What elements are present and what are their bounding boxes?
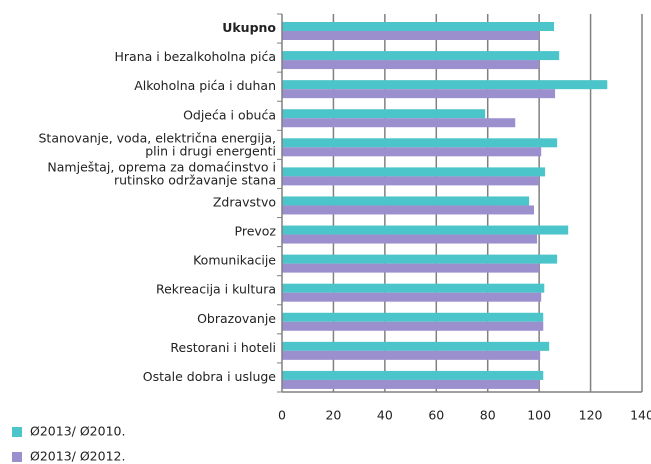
x-tick-label: 20 (325, 408, 341, 423)
legend-label: Ø2013/ Ø2012. (30, 449, 125, 464)
bar (282, 312, 544, 322)
legend-label: Ø2013/ Ø2010. (30, 424, 125, 439)
x-tick-label: 140 (630, 408, 651, 423)
y-tick-label: Namještaj, oprema za domaćinstvo i rutins… (47, 159, 276, 187)
bar (282, 167, 546, 177)
x-tick-label: 120 (579, 408, 603, 423)
bar (282, 176, 540, 186)
bar (282, 234, 538, 244)
bar (282, 321, 544, 331)
y-tick-label: Odjeća i obuća (183, 107, 276, 122)
bar (282, 22, 555, 31)
bar (282, 225, 569, 235)
y-tick-label: Ostale dobra i usluge (143, 369, 277, 384)
x-tick-label: 40 (377, 408, 393, 423)
bar (282, 89, 556, 99)
y-tick-label: Alkoholna pića i duhan (134, 78, 276, 93)
bar (282, 31, 540, 40)
y-tick-label: Rekreacija i kultura (156, 282, 276, 297)
bar (282, 283, 545, 293)
y-tick-label: Hrana i bezalkoholna pića (115, 49, 277, 64)
y-tick-label: Ukupno (222, 20, 276, 35)
legend-swatch (12, 427, 22, 437)
bar (282, 263, 540, 273)
y-tick-label: Restorani i hoteli (170, 340, 276, 355)
bar (282, 379, 540, 389)
bar (282, 147, 542, 157)
bar (282, 370, 544, 380)
x-tick-label: 100 (527, 408, 551, 423)
bar (282, 60, 540, 70)
y-tick-label: Prevoz (235, 224, 277, 239)
y-tick-label: Obrazovanje (197, 311, 276, 326)
bar (282, 341, 550, 351)
x-tick-label: 0 (278, 408, 286, 423)
bar (282, 109, 486, 119)
bar (282, 254, 558, 264)
x-tick-label: 80 (480, 408, 496, 423)
bar (282, 350, 541, 360)
y-tick-label: Komunikacije (193, 253, 276, 268)
bar (282, 138, 558, 148)
bar (282, 118, 516, 128)
bar (282, 51, 560, 61)
bar (282, 196, 530, 206)
x-tick-label: 60 (428, 408, 444, 423)
y-tick-label: Zdravstvo (213, 195, 276, 210)
y-tick-label: Stanovanje, voda, električna energija, pl… (38, 130, 276, 158)
legend-swatch (12, 452, 22, 462)
bar (282, 205, 534, 215)
bar (282, 292, 542, 302)
bar (282, 80, 608, 90)
